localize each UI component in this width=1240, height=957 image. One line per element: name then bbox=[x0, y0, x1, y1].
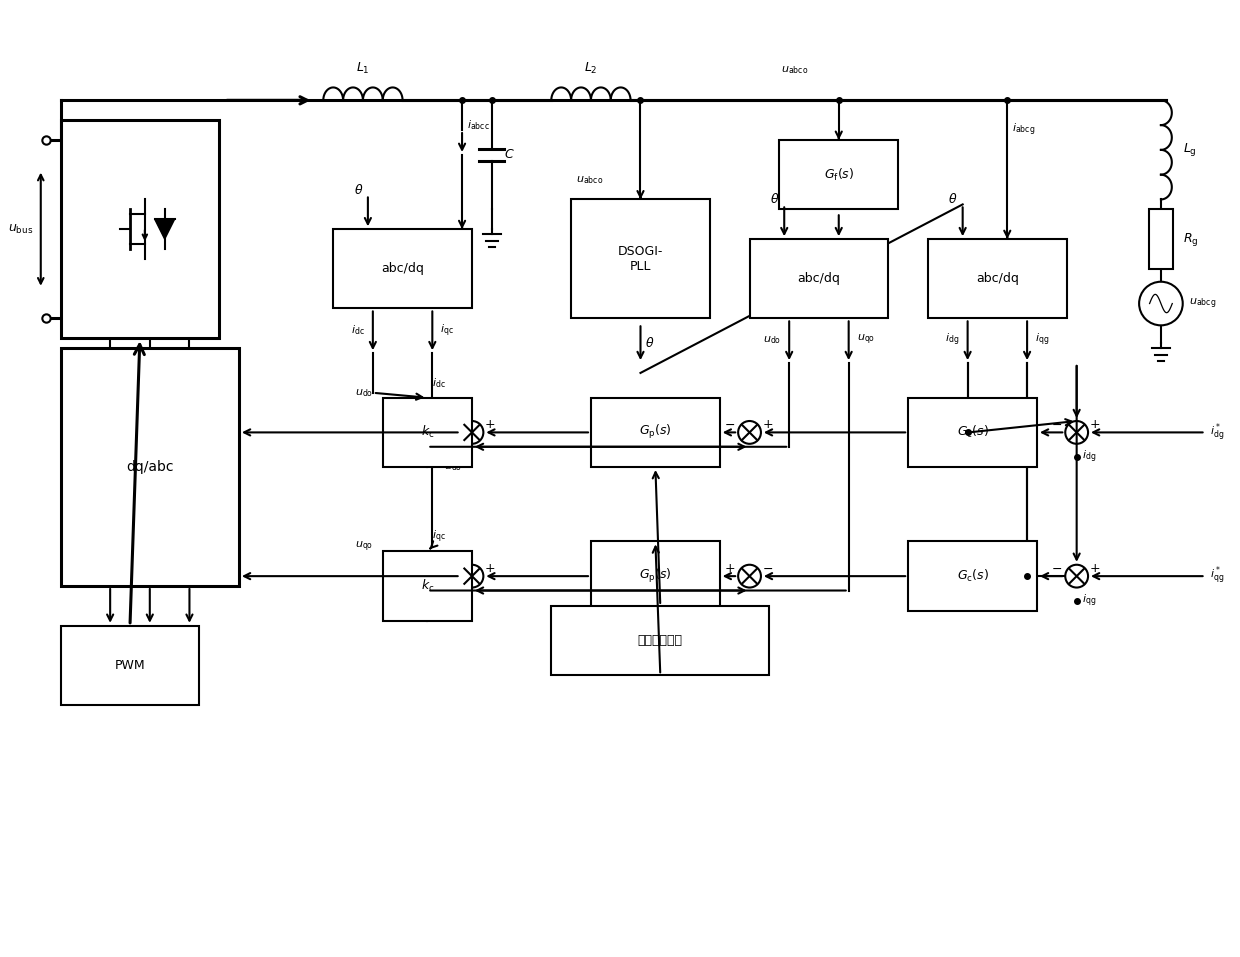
Text: $u_{\rm do}$: $u_{\rm do}$ bbox=[763, 334, 781, 346]
Text: $+$: $+$ bbox=[485, 562, 496, 574]
Text: abc/dq: abc/dq bbox=[797, 272, 841, 285]
Circle shape bbox=[1065, 565, 1087, 588]
Text: $i_{\rm qc}$: $i_{\rm qc}$ bbox=[440, 323, 454, 339]
Bar bbox=[779, 140, 898, 210]
Text: 电网阻抗测量: 电网阻抗测量 bbox=[637, 634, 683, 647]
Bar bbox=[1148, 210, 1173, 269]
Text: $i_{\rm dg}$: $i_{\rm dg}$ bbox=[1081, 449, 1096, 465]
Text: $u_{\rm do}$: $u_{\rm do}$ bbox=[444, 461, 463, 474]
Text: $k_{\rm c}$: $k_{\rm c}$ bbox=[420, 578, 434, 594]
Text: $i_{\rm abcc}$: $i_{\rm abcc}$ bbox=[467, 119, 490, 132]
Text: $u_{\rm qo}$: $u_{\rm qo}$ bbox=[857, 333, 875, 347]
Bar bbox=[61, 348, 239, 586]
Text: $i_{\rm dg}^*$: $i_{\rm dg}^*$ bbox=[1210, 421, 1225, 443]
Bar bbox=[61, 626, 200, 705]
Text: $u_{\rm do}$: $u_{\rm do}$ bbox=[355, 387, 373, 399]
Circle shape bbox=[460, 421, 484, 444]
Bar bbox=[572, 199, 709, 319]
Text: $L_1$: $L_1$ bbox=[356, 60, 370, 76]
Text: $i_{\rm dc}$: $i_{\rm dc}$ bbox=[433, 376, 446, 389]
Text: $i_{\rm dg}$: $i_{\rm dg}$ bbox=[945, 332, 960, 348]
Bar bbox=[908, 398, 1037, 467]
Bar bbox=[749, 239, 888, 319]
Text: $+$: $+$ bbox=[724, 562, 735, 574]
Text: $-$: $-$ bbox=[724, 418, 735, 431]
Text: $+$: $+$ bbox=[446, 418, 458, 431]
Text: $-$: $-$ bbox=[1052, 418, 1063, 431]
Text: $+$: $+$ bbox=[1089, 418, 1100, 431]
Polygon shape bbox=[155, 219, 175, 239]
Bar bbox=[383, 551, 472, 621]
Text: $+$: $+$ bbox=[761, 418, 774, 431]
Bar bbox=[908, 542, 1037, 611]
Text: $u_{\rm abco}$: $u_{\rm abco}$ bbox=[577, 174, 604, 186]
Bar bbox=[591, 542, 719, 611]
Text: abc/dq: abc/dq bbox=[381, 262, 424, 276]
Text: $u_{\rm qo}$: $u_{\rm qo}$ bbox=[444, 606, 463, 620]
Text: $+$: $+$ bbox=[485, 418, 496, 431]
Text: $u_{\rm bus}$: $u_{\rm bus}$ bbox=[7, 223, 32, 235]
Circle shape bbox=[738, 421, 761, 444]
Text: $G_{\rm p}(s)$: $G_{\rm p}(s)$ bbox=[639, 423, 672, 441]
Text: $u_{\rm qo}$: $u_{\rm qo}$ bbox=[355, 539, 373, 553]
Text: $k_{\rm c}$: $k_{\rm c}$ bbox=[420, 424, 434, 440]
Text: dq/abc: dq/abc bbox=[126, 460, 174, 474]
Circle shape bbox=[1065, 421, 1087, 444]
Bar bbox=[383, 398, 472, 467]
Text: $G_{\rm c}(s)$: $G_{\rm c}(s)$ bbox=[956, 424, 988, 440]
Text: $\theta$: $\theta$ bbox=[949, 192, 957, 207]
Circle shape bbox=[738, 565, 761, 588]
Text: $L_2$: $L_2$ bbox=[584, 60, 598, 76]
Circle shape bbox=[460, 565, 484, 588]
Text: $+$: $+$ bbox=[446, 562, 458, 574]
Text: $G_{\rm p}(s)$: $G_{\rm p}(s)$ bbox=[639, 568, 672, 585]
Text: $u_{\rm abcg}$: $u_{\rm abcg}$ bbox=[1189, 297, 1216, 311]
Text: $i_{\rm qc}$: $i_{\rm qc}$ bbox=[433, 528, 446, 545]
Bar bbox=[928, 239, 1066, 319]
Text: PWM: PWM bbox=[114, 658, 145, 672]
Text: $\theta$: $\theta$ bbox=[770, 192, 779, 207]
Text: $i_{\rm abcg}$: $i_{\rm abcg}$ bbox=[1012, 122, 1035, 138]
Text: $i_{\rm qg}$: $i_{\rm qg}$ bbox=[1081, 592, 1096, 609]
Text: DSOGI-
PLL: DSOGI- PLL bbox=[618, 245, 663, 273]
Text: $i_{\rm qg}^*$: $i_{\rm qg}^*$ bbox=[1210, 565, 1225, 588]
Text: $R_{\rm g}$: $R_{\rm g}$ bbox=[1183, 231, 1198, 248]
Text: $-$: $-$ bbox=[761, 562, 773, 574]
Text: $G_{\rm f}(s)$: $G_{\rm f}(s)$ bbox=[823, 167, 854, 183]
Bar bbox=[334, 229, 472, 308]
Text: $-$: $-$ bbox=[1052, 562, 1063, 574]
Text: $L_{\rm g}$: $L_{\rm g}$ bbox=[1183, 142, 1197, 159]
Text: $+$: $+$ bbox=[1089, 562, 1100, 574]
Bar bbox=[61, 121, 219, 338]
Text: $\theta$: $\theta$ bbox=[646, 336, 655, 350]
Text: $i_{\rm qg}$: $i_{\rm qg}$ bbox=[1035, 332, 1049, 348]
Text: abc/dq: abc/dq bbox=[976, 272, 1019, 285]
Text: $u_{\rm dr}$: $u_{\rm dr}$ bbox=[420, 421, 438, 434]
Text: $i_{\rm dc}$: $i_{\rm dc}$ bbox=[351, 323, 365, 337]
Text: $G_{\rm c}(s)$: $G_{\rm c}(s)$ bbox=[956, 568, 988, 584]
Text: $u_{\rm abco}$: $u_{\rm abco}$ bbox=[781, 64, 808, 76]
Text: $C$: $C$ bbox=[503, 148, 515, 162]
Circle shape bbox=[1140, 281, 1183, 325]
Bar bbox=[552, 606, 769, 676]
Bar bbox=[591, 398, 719, 467]
Text: $u_{\rm qr}$: $u_{\rm qr}$ bbox=[420, 564, 438, 578]
Text: $\theta$: $\theta$ bbox=[353, 183, 363, 196]
